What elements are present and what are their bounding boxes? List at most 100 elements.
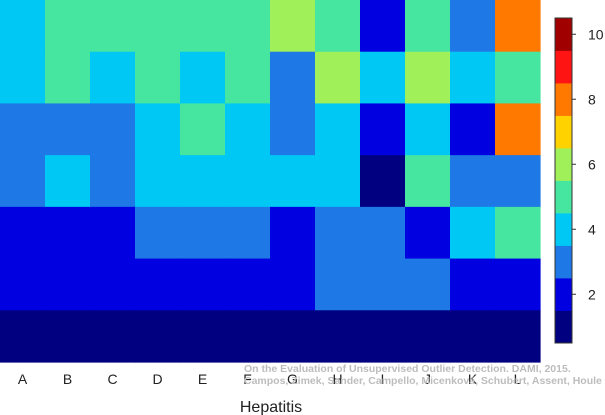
heatmap-cell-I-2	[360, 51, 406, 105]
heatmap-cell-G-3	[270, 103, 316, 156]
heatmap-cell-F-3	[225, 103, 271, 156]
x-tick-label-A: A	[18, 371, 28, 387]
colorbar-tick-label-8: 8	[588, 91, 596, 107]
heatmap-cell-E-1	[180, 0, 226, 53]
heatmap-cell-K-1	[450, 0, 496, 53]
x-tick-label-I: I	[381, 371, 385, 387]
heatmap-cell-E-2	[180, 51, 226, 105]
heatmap-cell-G-1	[270, 0, 316, 53]
heatmap-cell-L-5	[495, 206, 541, 260]
heatmap-cell-H-4	[315, 155, 361, 208]
heatmap-cell-H-6	[315, 258, 361, 311]
heatmap-cell-K-2	[450, 51, 496, 105]
heatmap-cell-D-5	[135, 206, 181, 260]
colorbar-segment-10	[555, 18, 572, 51]
heatmap-cell-A-4	[0, 155, 46, 208]
heatmap-cell-B-5	[45, 206, 91, 260]
heatmap-cell-F-4	[225, 155, 271, 208]
colorbar-tick-labels: 2 4 6 8 10	[572, 26, 604, 302]
colorbar-segment-7	[555, 115, 572, 149]
heatmap-cell-I-1	[360, 0, 406, 53]
heatmap-cell-J-1	[405, 0, 451, 53]
x-tick-labels: A B C D E F G H I J K L	[18, 371, 522, 387]
heatmap-cell-J-4	[405, 155, 451, 208]
heatmap-cell-H-1	[315, 0, 361, 53]
heatmap-cell-C-2	[90, 51, 136, 105]
heatmap-cell-L-1	[495, 0, 541, 53]
heatmap-cell-A-7	[0, 310, 46, 363]
heatmap-cell-E-5	[180, 206, 226, 260]
x-tick-label-K: K	[468, 371, 478, 387]
heatmap-cell-K-7	[450, 310, 496, 363]
colorbar	[554, 17, 573, 344]
heatmap-cell-D-7	[135, 310, 181, 363]
heatmap-cell-E-6	[180, 258, 226, 311]
heatmap-cell-J-3	[405, 103, 451, 156]
heatmap-cell-A-5	[0, 206, 46, 260]
heatmap-cell-D-3	[135, 103, 181, 156]
x-tick-label-D: D	[152, 371, 162, 387]
heatmap-cell-B-2	[45, 51, 91, 105]
heatmap-cell-K-6	[450, 258, 496, 311]
heatmap-cell-E-3	[180, 103, 226, 156]
heatmap-cell-F-6	[225, 258, 271, 311]
heatmap-cell-G-7	[270, 310, 316, 363]
colorbar-segment-8	[555, 83, 572, 116]
heatmap-cell-L-4	[495, 155, 541, 208]
heatmap-cell-A-6	[0, 258, 46, 311]
heatmap-cell-F-5	[225, 206, 271, 260]
heatmap-cell-D-1	[135, 0, 181, 53]
heatmap-cell-B-1	[45, 0, 91, 53]
heatmap-cell-A-3	[0, 103, 46, 156]
x-tick-label-C: C	[107, 371, 117, 387]
colorbar-tick-label-2: 2	[588, 286, 596, 302]
colorbar-tick-label-10: 10	[588, 26, 604, 42]
heatmap-cell-K-5	[450, 206, 496, 260]
heatmap-cell-D-2	[135, 51, 181, 105]
heatmap-cell-C-7	[90, 310, 136, 363]
heatmap-cell-G-5	[270, 206, 316, 260]
heatmap-cell-H-2	[315, 51, 361, 105]
heatmap-cell-L-2	[495, 51, 541, 105]
colorbar-segment-4	[555, 213, 572, 246]
heatmap-cell-F-2	[225, 51, 271, 105]
heatmap-cell-F-1	[225, 0, 271, 53]
heatmap-cell-G-2	[270, 51, 316, 105]
heatmap-cell-G-6	[270, 258, 316, 311]
heatmap-cell-H-3	[315, 103, 361, 156]
heatmap-cell-D-6	[135, 258, 181, 311]
heatmap-cell-L-7	[495, 310, 541, 363]
heatmap-cell-B-3	[45, 103, 91, 156]
heatmap-cell-A-1	[0, 0, 46, 53]
heatmap-cell-B-4	[45, 155, 91, 208]
heatmap-cell-J-2	[405, 51, 451, 105]
heatmap-cell-C-4	[90, 155, 136, 208]
heatmap-cell-L-6	[495, 258, 541, 311]
heatmap-cell-G-4	[270, 155, 316, 208]
colorbar-segment-6	[555, 148, 572, 181]
x-tick-label-G: G	[287, 371, 298, 387]
heatmap-cell-K-4	[450, 155, 496, 208]
heatmap-cell-L-3	[495, 103, 541, 156]
watermark-line-2: Campos, Zimek, Sander, Campello, Micenko…	[244, 375, 602, 387]
colorbar-segment-5	[555, 180, 572, 214]
colorbar-tick-label-6: 6	[588, 156, 596, 172]
heatmap-cell-J-6	[405, 258, 451, 311]
heatmap-cell-F-7	[225, 310, 271, 363]
x-tick-label-E: E	[198, 371, 207, 387]
heatmap-cell-A-2	[0, 51, 46, 105]
heatmap-cells	[0, 0, 541, 363]
heatmap-cell-E-7	[180, 310, 226, 363]
heatmap-cell-C-1	[90, 0, 136, 53]
watermark-line-1: On the Evaluation of Unsupervised Outlie…	[244, 363, 571, 375]
heatmap-cell-I-3	[360, 103, 406, 156]
x-tick-label-B: B	[63, 371, 72, 387]
heatmap-cell-C-3	[90, 103, 136, 156]
colorbar-segment-9	[555, 50, 572, 84]
heatmap-cell-I-4	[360, 155, 406, 208]
heatmap-cell-D-4	[135, 155, 181, 208]
colorbar-frame	[554, 17, 573, 344]
colorbar-tick-label-4: 4	[588, 221, 596, 237]
